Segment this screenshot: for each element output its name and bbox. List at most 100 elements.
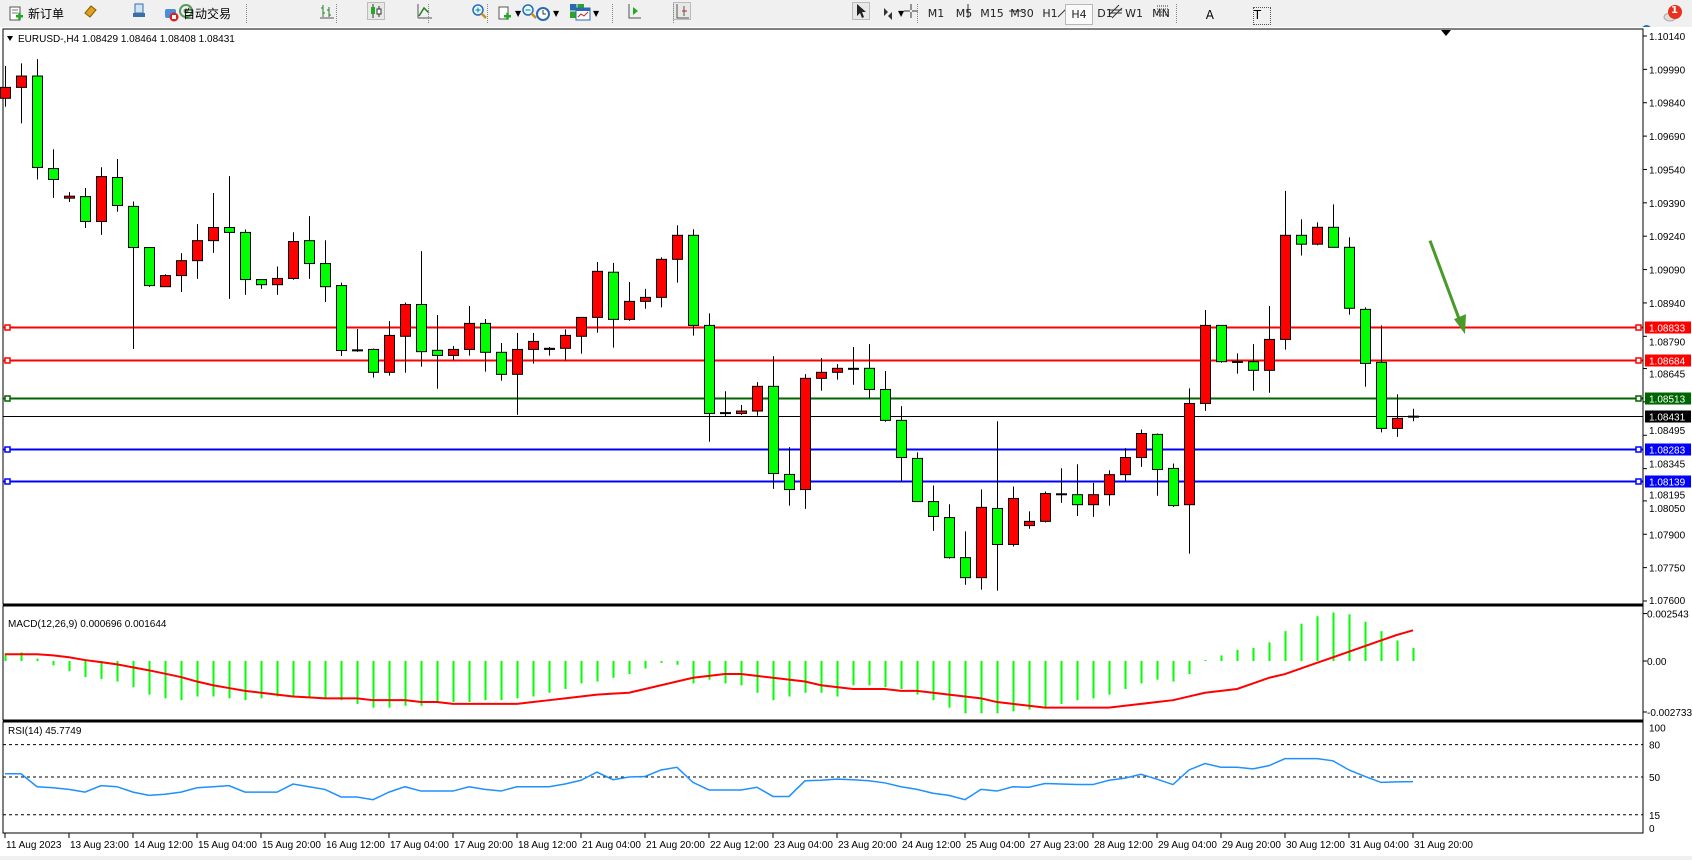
zoom-out-icon[interactable] [521, 3, 537, 19]
vertical-line-icon[interactable] [960, 3, 976, 19]
bull-candle-body [1104, 474, 1115, 496]
bear-candle-body [80, 196, 91, 223]
time-axis-label: 23 Aug 04:00 [774, 840, 833, 851]
macd-axis-label: -0.002733 [1647, 708, 1692, 719]
timeframe-h1-button[interactable]: H1 [1042, 7, 1058, 20]
bear-candle-body [1168, 467, 1179, 507]
indicators-button[interactable]: ▼ [497, 3, 521, 24]
chart-menu-triangle-icon[interactable] [7, 36, 13, 41]
line-anchor-handle[interactable] [1635, 357, 1642, 364]
timeframe-m5-button[interactable]: M5 [955, 7, 973, 20]
new-order-button[interactable]: 新订单 [8, 3, 64, 24]
bear-candle-body [1072, 494, 1083, 506]
candle [64, 192, 75, 202]
candle [1360, 307, 1371, 387]
navigator-icon[interactable] [131, 3, 147, 19]
candle [304, 216, 315, 279]
candle [608, 262, 619, 348]
bull-candle-body [1232, 360, 1243, 363]
zoom-in-icon[interactable] [471, 3, 487, 19]
support-price-label: 1.08283 [1649, 446, 1686, 457]
bull-candle-body [816, 371, 827, 379]
candle [144, 247, 155, 287]
text-icon[interactable]: A [1205, 8, 1214, 22]
timeframe-m30-button[interactable]: M30 [1010, 7, 1034, 20]
time-axis-label: 11 Aug 2023 [6, 840, 62, 851]
cursor-icon[interactable] [852, 2, 871, 20]
timeframe-m15-button[interactable]: M15 [980, 7, 1004, 20]
bull-candle-body [464, 322, 475, 350]
templates-button[interactable]: ▼ [575, 3, 599, 24]
price-axis-label: 1.09240 [1649, 232, 1686, 243]
resistance-price-label: 1.08684 [1649, 357, 1686, 368]
timeframe-h4-button[interactable]: H4 [1065, 4, 1093, 25]
bear-candle-body [112, 176, 123, 207]
fibonacci-icon[interactable] [1156, 3, 1172, 19]
arrows-button[interactable]: ▼ [880, 3, 904, 24]
candle [1136, 429, 1147, 467]
text-label-icon[interactable]: T [1252, 7, 1271, 25]
price-axis-label: 1.09690 [1649, 132, 1686, 143]
toolbar-separator [336, 4, 338, 23]
chart-shift-marker-icon[interactable] [1441, 30, 1451, 36]
time-axis-label: 25 Aug 04:00 [966, 840, 1025, 851]
auto-scroll-icon[interactable] [626, 3, 642, 19]
line-anchor-handle[interactable] [4, 478, 11, 485]
bull-candle-body [1040, 493, 1051, 522]
price-axis-label: 1.09390 [1649, 199, 1686, 210]
bear-candle-body [352, 349, 363, 352]
time-axis-label: 31 Aug 04:00 [1350, 840, 1409, 851]
signals-icon[interactable] [178, 3, 194, 19]
bull-candle-body [1264, 338, 1275, 371]
line-anchor-handle[interactable] [1635, 395, 1642, 402]
bear-candle-body [1376, 361, 1387, 429]
candle [128, 201, 139, 349]
market-watch-icon[interactable] [82, 3, 98, 19]
candle [256, 279, 267, 289]
bear-candle-body [336, 285, 347, 352]
line-anchor-handle[interactable] [4, 395, 11, 402]
bear-candle-body [1360, 308, 1371, 364]
line-anchor-handle[interactable] [1635, 446, 1642, 453]
crosshair-icon[interactable] [903, 3, 919, 19]
line-anchor-handle[interactable] [4, 446, 11, 453]
chart-canvas[interactable]: 1.10140 1.09990 1.09840 1.09690 1.09540 1.093… [0, 27, 1692, 856]
candlestick-icon[interactable] [367, 2, 386, 20]
line-chart-icon[interactable] [417, 3, 433, 19]
candle [1152, 433, 1163, 496]
toolbar-separator [246, 4, 248, 23]
price-axis-label: 1.07600 [1649, 596, 1686, 607]
candle [464, 306, 475, 356]
candle [1104, 470, 1115, 506]
line-anchor-handle[interactable] [1635, 478, 1642, 485]
horizontal-line-icon[interactable] [1008, 3, 1024, 19]
chat-bubble-icon: 1 [1662, 4, 1684, 24]
timeframe-d1-button[interactable]: D1 [1097, 7, 1113, 20]
periods-button[interactable]: ▼ [535, 3, 559, 24]
line-anchor-handle[interactable] [4, 324, 11, 331]
timeframe-m1-button[interactable]: M1 [927, 7, 945, 20]
timeframe-mn-button[interactable]: MN [1152, 7, 1170, 20]
bar-chart-icon[interactable] [319, 3, 335, 19]
equidistant-channel-icon[interactable] [1108, 3, 1124, 19]
line-anchor-handle[interactable] [1635, 324, 1642, 331]
notifications-button[interactable]: 1 [1662, 3, 1684, 24]
line-anchor-handle[interactable] [4, 357, 11, 364]
time-axis-label: 24 Aug 12:00 [902, 840, 961, 851]
candle [976, 489, 987, 590]
chart-window[interactable]: 1.10140 1.09990 1.09840 1.09690 1.09540 1.093… [0, 27, 1692, 856]
down-arrow-shaft[interactable] [1428, 240, 1463, 325]
bull-candle-body [400, 303, 411, 337]
new-order-icon [8, 6, 24, 22]
candle [32, 59, 43, 180]
timeframe-w1-button[interactable]: W1 [1125, 7, 1143, 20]
down-arrow-head-icon[interactable] [1454, 314, 1466, 335]
auto-trading-button[interactable]: 自动交易 [163, 3, 231, 24]
bull-candle-body [752, 385, 763, 412]
bull-candle-body [448, 348, 459, 356]
candle [640, 288, 651, 309]
bear-candle-body [128, 205, 139, 249]
candle [1184, 388, 1195, 554]
time-axis-label: 21 Aug 20:00 [646, 840, 705, 851]
chart-shift-icon[interactable] [672, 2, 691, 20]
